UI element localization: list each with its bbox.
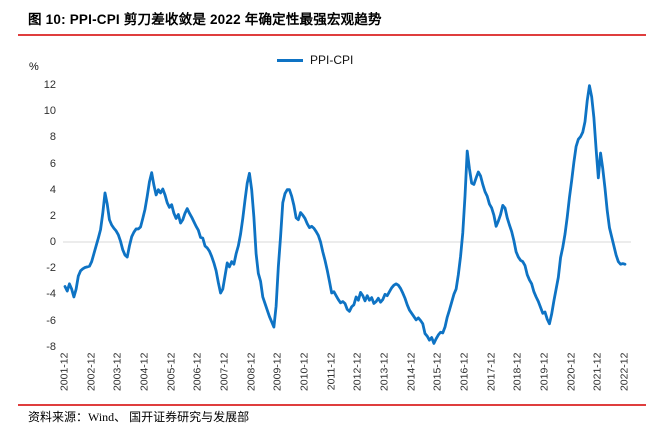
y-tick-label: 8 [49,131,56,144]
y-tick-label: -2 [46,262,56,275]
source-note: 资料来源：Wind、 国开证券研究与发展部 [28,410,250,424]
x-tick-label: 2011-12 [325,352,338,391]
x-tick-label: 2018-12 [511,352,524,392]
y-tick-label: 4 [49,183,56,196]
x-tick-label: 2009-12 [271,352,284,392]
x-tick-label: 2017-12 [485,352,498,392]
figure-title: 图 10: PPI-CPI 剪刀差收敛是 2022 年确定性最强宏观趋势 [28,12,382,27]
y-axis-unit: % [29,61,39,73]
x-tick-label: 2005-12 [165,352,178,392]
y-tick-label: 0 [49,236,56,248]
y-tick-label: -6 [46,314,56,327]
legend-line-swatch [277,58,303,62]
x-tick-label: 2013-12 [378,352,391,392]
x-tick-label: 2019-12 [538,352,551,392]
y-tick-label: -4 [46,288,56,301]
x-tick-label: 2012-12 [351,352,364,392]
x-tick-label: 2014-12 [405,352,418,392]
x-tick-label: 2007-12 [218,352,231,392]
x-tick-label: 2006-12 [191,352,204,392]
y-tick-label: 2 [49,209,56,222]
x-tick-label: 2002-12 [85,352,98,392]
y-tick-label: 12 [43,79,56,91]
x-tick-label: 2003-12 [111,352,124,392]
x-tick-label: 2020-12 [565,352,578,392]
x-tick-label: 2021-12 [591,352,604,392]
y-tick-label: -8 [46,340,56,353]
title-divider-rule [18,34,646,36]
x-tick-label: 2010-12 [298,352,311,392]
y-tick-label: 6 [49,157,56,170]
x-tick-label: 2015-12 [431,352,444,392]
legend-label: PPI-CPI [310,53,354,67]
y-tick-label: 10 [43,105,56,118]
source-divider-rule [18,404,646,406]
ppi-cpi-series-line [63,84,627,345]
x-tick-label: 2001-12 [58,352,71,392]
x-tick-label: 2016-12 [458,352,471,392]
x-tick-label: 2008-12 [245,352,258,392]
chart-legend: PPI-CPI [277,53,353,67]
x-tick-label: 2022-12 [618,352,631,392]
x-tick-label: 2004-12 [138,352,151,392]
